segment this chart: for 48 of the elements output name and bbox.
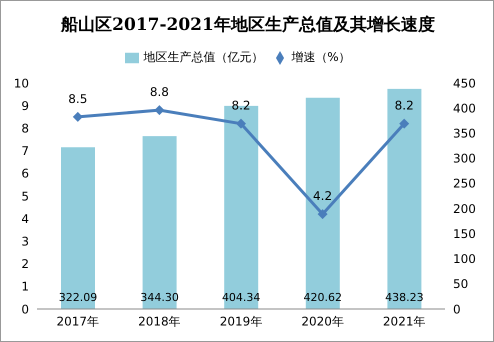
y2-tick-label: 100: [453, 252, 476, 266]
y-tick-label: 0: [21, 302, 29, 316]
x-tick-label: 2018年: [138, 314, 181, 329]
x-tick-label: 2020年: [301, 314, 344, 329]
y2-tick-label: 200: [453, 202, 476, 216]
data-label: 322.09: [58, 291, 98, 304]
y-tick-label: 5: [21, 189, 29, 204]
point: [154, 105, 164, 116]
point: [318, 209, 328, 220]
bar: [387, 88, 422, 309]
bar: [61, 147, 95, 309]
y-tick-label: 6: [21, 166, 29, 181]
y-tick-label: 4: [21, 212, 29, 226]
y2-tick-label: 150: [453, 226, 476, 241]
data-label: 4.2: [313, 189, 332, 204]
y-tick-label: 7: [21, 144, 29, 158]
y2-tick-label: 0: [453, 302, 461, 316]
data-label: 420.62: [304, 291, 342, 304]
data-label: 438.23: [385, 291, 424, 304]
y2-tick-label: 350: [453, 126, 476, 140]
y-tick-label: 10: [14, 76, 29, 90]
y2-tick-label: 50: [453, 277, 468, 292]
legend-label: 地区生产总值（亿元）: [143, 50, 264, 64]
point: [399, 118, 410, 129]
x-tick-label: 2021年: [382, 314, 426, 329]
x-tick-label: 2017年: [56, 314, 100, 329]
y-tick-label: 2: [21, 257, 29, 272]
bar: [142, 136, 177, 309]
y2-tick-label: 250: [453, 176, 476, 191]
y-tick-label: 8: [21, 121, 29, 136]
data-label: 8.2: [394, 98, 414, 113]
data-label: 8.8: [150, 85, 169, 100]
point: [72, 112, 83, 122]
data-label: 344.30: [140, 291, 179, 304]
legend-label: 增速（%）: [291, 50, 351, 64]
y-tick-label: 9: [21, 98, 29, 113]
x-tick-label: 2019年: [220, 314, 262, 329]
y-tick-label: 3: [21, 234, 29, 248]
y2-tick-label: 400: [453, 101, 476, 116]
bar: [306, 98, 340, 309]
y-tick-label: 1: [21, 280, 29, 294]
y2-tick-label: 450: [453, 76, 476, 90]
data-label: 8.2: [231, 98, 251, 113]
y2-tick-label: 300: [453, 152, 476, 166]
data-label: 404.34: [222, 291, 260, 304]
data-label: 8.5: [68, 92, 88, 106]
point: [236, 118, 246, 129]
chart-title: 船山区2017-2021年地区生产总值及其增长速度: [60, 14, 436, 36]
